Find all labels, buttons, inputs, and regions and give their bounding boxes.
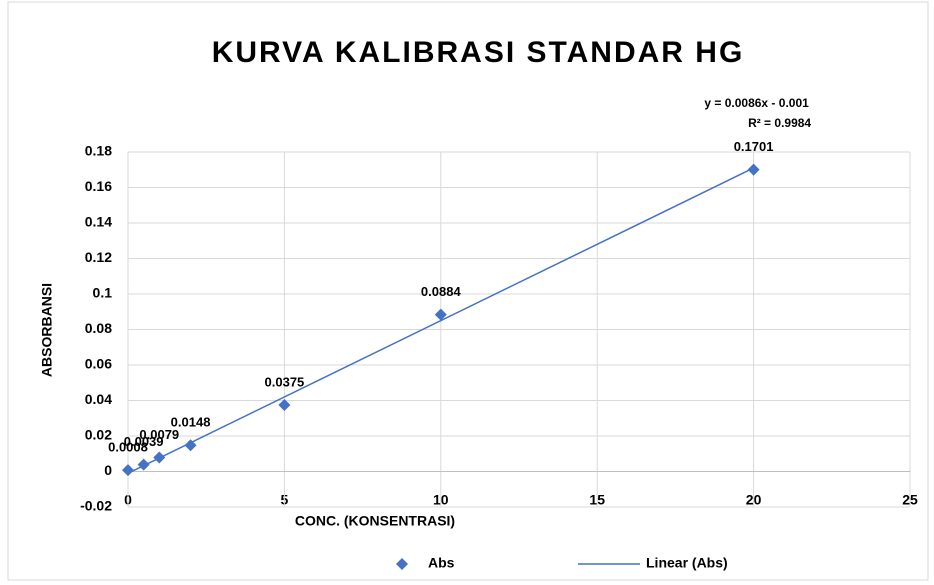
trendline — [127, 167, 754, 474]
data-point — [184, 439, 197, 452]
y-tick-label: 0.18 — [85, 143, 112, 159]
data-label: 0.0884 — [421, 284, 462, 299]
data-point — [122, 464, 134, 477]
y-tick-label: 0.04 — [85, 391, 112, 407]
legend-label: Linear (Abs) — [646, 555, 728, 571]
data-label: 0.0148 — [171, 415, 211, 430]
legend-label: Abs — [428, 555, 455, 571]
y-tick-label: 0.14 — [85, 214, 112, 230]
data-label: 0.0375 — [265, 374, 305, 389]
legend-marker — [396, 558, 408, 570]
chart-title: KURVA KALIBRASI STANDAR HG — [212, 36, 745, 69]
data-label: 0.0008 — [108, 440, 148, 455]
data-point — [434, 308, 447, 321]
y-tick-label: 0.1 — [93, 285, 113, 301]
y-tick-label: 0.06 — [85, 356, 112, 372]
y-tick-label: -0.02 — [80, 498, 112, 514]
data-label: 0.0079 — [139, 427, 179, 442]
y-tick-label: 0.02 — [85, 427, 112, 443]
data-point — [747, 163, 760, 176]
y-tick-label: 0.08 — [85, 320, 112, 336]
data-label: 0.0039 — [124, 434, 164, 449]
data-point — [153, 451, 166, 464]
y-tick-label: 0.12 — [85, 249, 112, 265]
y-axis-title: ABSORBANSI — [39, 283, 55, 377]
x-axis-title: CONC. (KONSENTRASI) — [295, 513, 455, 529]
y-tick-label: 0.16 — [85, 178, 112, 194]
chart-frame — [7, 1, 929, 581]
data-label: 0.1701 — [734, 139, 774, 154]
data-point — [137, 458, 150, 471]
trendline-r-squared: R² = 0.9984 — [748, 116, 811, 130]
data-point — [278, 398, 291, 411]
trendline-equation: y = 0.0086x - 0.001 — [704, 96, 809, 110]
y-tick-label: 0 — [104, 462, 112, 478]
